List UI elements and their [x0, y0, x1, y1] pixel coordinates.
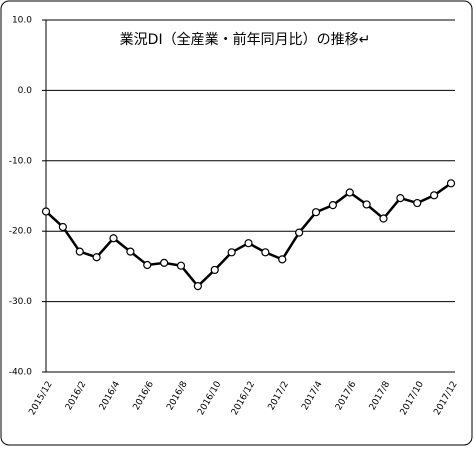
point: [278, 255, 287, 264]
chart-title: 業況DI（全産業・前年同月比）の推移↵: [120, 31, 371, 48]
point: [328, 201, 337, 210]
y-tick-label: -20.0: [9, 227, 33, 237]
y-tick-label: -10.0: [9, 156, 33, 166]
y-tick-label: 0.0: [18, 86, 33, 96]
y-tick-label: 10.0: [12, 16, 32, 26]
point: [244, 239, 253, 248]
point: [295, 228, 304, 237]
y-tick-label: -30.0: [9, 297, 33, 307]
point: [345, 188, 354, 197]
point: [413, 198, 422, 208]
point: [143, 260, 152, 270]
point: [430, 191, 439, 200]
point: [362, 200, 371, 209]
point: [193, 282, 202, 291]
point: [176, 261, 186, 270]
point: [126, 247, 135, 256]
point: [58, 222, 67, 232]
point: [261, 248, 270, 257]
point: [396, 194, 405, 203]
point: [379, 214, 388, 223]
point: [210, 265, 219, 275]
point: [75, 247, 84, 256]
point: [446, 179, 456, 188]
point: [160, 258, 169, 267]
point: [92, 253, 101, 262]
point: [41, 207, 51, 216]
point: [109, 234, 118, 243]
point: [311, 208, 321, 217]
y-tick-label: -40.0: [9, 368, 33, 378]
point: [227, 248, 236, 257]
